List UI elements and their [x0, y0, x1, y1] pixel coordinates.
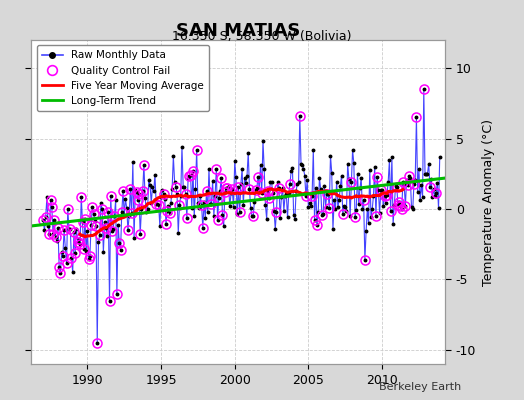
Legend: Raw Monthly Data, Quality Control Fail, Five Year Moving Average, Long-Term Tren: Raw Monthly Data, Quality Control Fail, …: [37, 45, 209, 111]
Title: SAN MATIAS: SAN MATIAS: [176, 22, 301, 40]
Text: Berkeley Earth: Berkeley Earth: [379, 382, 461, 392]
Y-axis label: Temperature Anomaly (°C): Temperature Anomaly (°C): [482, 118, 495, 286]
Text: 16.350 S, 58.350 W (Bolivia): 16.350 S, 58.350 W (Bolivia): [172, 30, 352, 43]
